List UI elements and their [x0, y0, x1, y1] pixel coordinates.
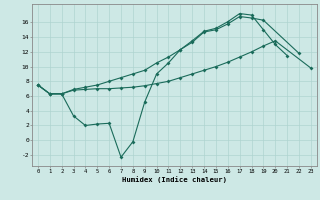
X-axis label: Humidex (Indice chaleur): Humidex (Indice chaleur) [122, 176, 227, 183]
